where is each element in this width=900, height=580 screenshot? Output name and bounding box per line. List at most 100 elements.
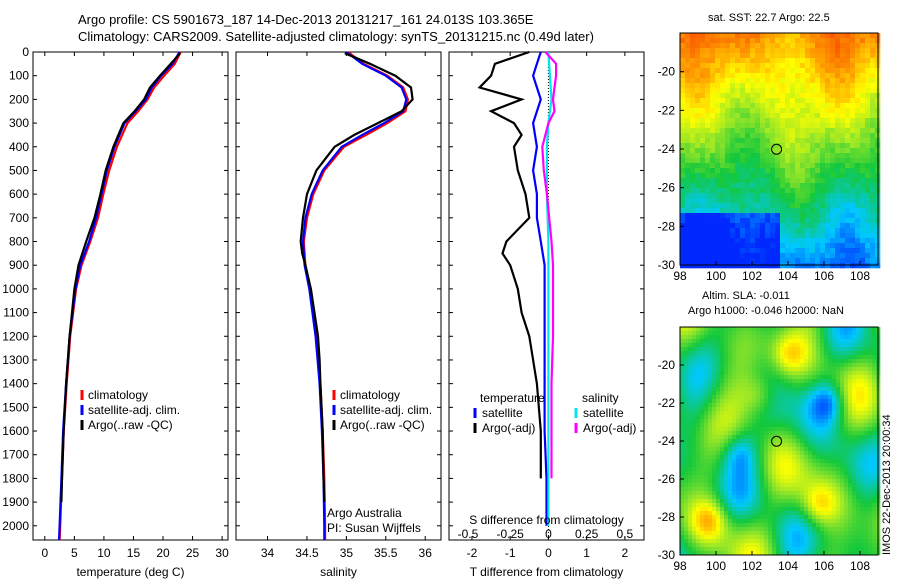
sst-map-cell — [720, 73, 726, 79]
sst-map-cell — [680, 38, 686, 44]
sst-map-cell — [685, 213, 691, 219]
sla-map-cell — [764, 471, 769, 476]
sla-map-cell — [800, 519, 805, 524]
sla-map-cell — [720, 467, 725, 472]
sla-map-cell — [700, 367, 705, 372]
sla-map-cell — [764, 407, 769, 412]
sst-map-cell — [855, 193, 861, 199]
sst-map-cell — [860, 98, 866, 104]
sla-map-cell — [700, 415, 705, 420]
sla-map-cell — [868, 475, 873, 480]
sst-map-cell — [770, 218, 776, 224]
sst-map-cell — [845, 128, 851, 134]
sst-map-cell — [830, 63, 836, 69]
sla-map-cell — [796, 395, 801, 400]
sla-map-cell — [724, 375, 729, 380]
sst-map-cell — [840, 48, 846, 54]
sst-map-cell — [790, 118, 796, 124]
sla-map-cell — [760, 447, 765, 452]
sst-map-cell — [765, 163, 771, 169]
sla-map-cell — [708, 407, 713, 412]
sst-map-cell — [785, 128, 791, 134]
sst-map-cell — [790, 213, 796, 219]
sla-map-cell — [752, 359, 757, 364]
sst-map-cell — [680, 153, 686, 159]
sla-map-cell — [776, 467, 781, 472]
sla-map-cell — [792, 355, 797, 360]
sst-map-cell — [790, 98, 796, 104]
sla-map-cell — [824, 455, 829, 460]
sla-map-cell — [708, 403, 713, 408]
sst-map-cell — [730, 198, 736, 204]
depth-tick-label: 1000 — [2, 282, 29, 296]
sla-map-cell — [708, 499, 713, 504]
sst-map-cell — [760, 73, 766, 79]
sal-legend-label: climatology — [340, 388, 400, 402]
sst-map-ytick-label: -22 — [658, 103, 676, 117]
sst-map-cell — [825, 253, 831, 259]
sla-map-cell — [696, 359, 701, 364]
sst-map-cell — [690, 208, 696, 214]
sla-map-cell — [812, 483, 817, 488]
sst-map-cell — [795, 168, 801, 174]
sst-map-cell — [860, 218, 866, 224]
sla-map-cell — [796, 355, 801, 360]
sla-map-cell — [764, 363, 769, 368]
sla-map-cell — [736, 471, 741, 476]
sla-map-cell — [860, 487, 865, 492]
sst-map-cell — [870, 53, 876, 59]
sst-map-cell — [815, 93, 821, 99]
sla-map-cell — [692, 395, 697, 400]
sst-map-cell — [740, 193, 746, 199]
sst-map-cell — [855, 78, 861, 84]
sst-map-cell — [700, 53, 706, 59]
sla-map-cell — [724, 499, 729, 504]
sst-map-cell — [700, 193, 706, 199]
sla-map-cell — [840, 539, 845, 544]
sst-map-cell — [690, 193, 696, 199]
sla-map-cell — [764, 343, 769, 348]
sla-map-cell — [760, 483, 765, 488]
sla-map-cell — [788, 375, 793, 380]
sla-map-cell — [688, 359, 693, 364]
sla-map-cell — [688, 371, 693, 376]
sla-map-cell — [704, 459, 709, 464]
sla-map-cell — [792, 487, 797, 492]
sla-map-cell — [800, 463, 805, 468]
sla-map-cell — [772, 539, 777, 544]
sla-map-cell — [780, 479, 785, 484]
sst-map-cell — [800, 213, 806, 219]
sla-map-cell — [732, 371, 737, 376]
sla-map-cell — [864, 355, 869, 360]
sst-map-cell — [845, 33, 851, 39]
sla-map-cell — [792, 503, 797, 508]
sst-map-cell — [755, 198, 761, 204]
depth-tick-label: 100 — [9, 69, 29, 83]
sla-map-cell — [812, 391, 817, 396]
sla-map-cell — [688, 411, 693, 416]
sla-map-cell — [864, 479, 869, 484]
sla-map-cell — [828, 495, 833, 500]
sla-map-cell — [804, 343, 809, 348]
sla-map-cell — [724, 383, 729, 388]
sla-map-cell — [828, 411, 833, 416]
sst-map-cell — [700, 253, 706, 259]
sla-map-cell — [684, 399, 689, 404]
sst-map-cell — [725, 63, 731, 69]
sla-map-cell — [816, 443, 821, 448]
sst-map-cell — [860, 83, 866, 89]
sla-map-cell — [712, 415, 717, 420]
sla-map-cell — [732, 487, 737, 492]
sla-map-cell — [760, 427, 765, 432]
sla-map-cell — [840, 379, 845, 384]
sla-map-cell — [872, 403, 877, 408]
sla-map-cell — [828, 503, 833, 508]
sla-map-cell — [696, 459, 701, 464]
sla-map-cell — [788, 387, 793, 392]
sst-map-cell — [850, 163, 856, 169]
sla-map-cell — [716, 547, 721, 552]
sla-map-cell — [844, 379, 849, 384]
sst-map-cell — [780, 263, 786, 269]
sst-map-cell — [730, 73, 736, 79]
sst-map-cell — [755, 108, 761, 114]
